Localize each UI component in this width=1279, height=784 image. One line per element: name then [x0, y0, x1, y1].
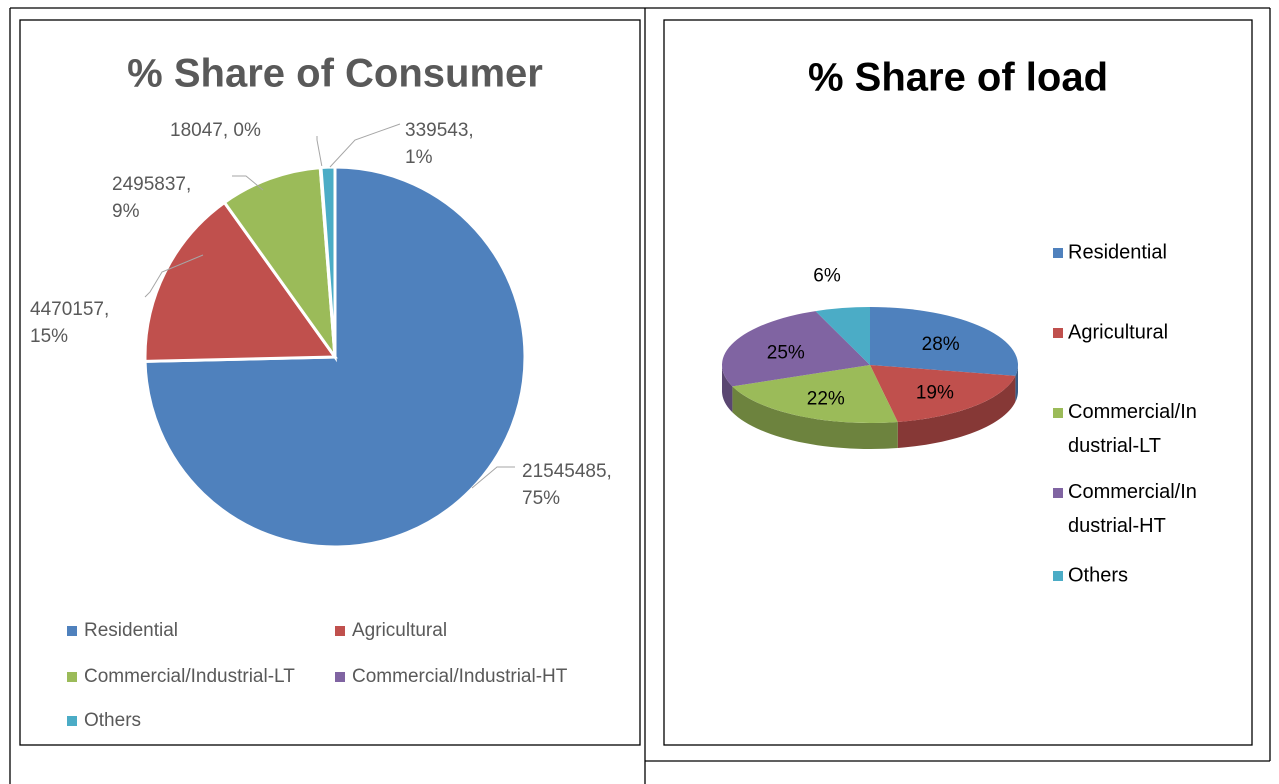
pie-slice	[870, 365, 1016, 422]
chart-box	[663, 19, 1253, 746]
pie-slice	[870, 307, 1019, 376]
leader-line	[316, 136, 323, 168]
legend-label: Commercial/Industrial-HT	[352, 666, 568, 687]
legend-label: Agricultural	[352, 620, 447, 641]
data-label: 19%	[916, 382, 954, 403]
chart-box	[19, 19, 641, 746]
leader-line	[329, 123, 401, 168]
leader-line	[471, 466, 515, 489]
legend-swatch	[1053, 248, 1063, 258]
pie-side	[722, 365, 733, 413]
legend-label: Others	[84, 710, 141, 731]
pie-slice	[722, 311, 870, 387]
legend-swatch	[67, 672, 77, 682]
data-label: 21545485, 75%	[522, 461, 612, 509]
legend-swatch	[1053, 408, 1063, 418]
pie-side	[1015, 365, 1018, 402]
legend-swatch	[67, 626, 77, 636]
pie-slice	[222, 165, 337, 363]
pie-side	[732, 386, 898, 449]
legend-label: Commercial/Industrial-LT	[84, 666, 295, 687]
legend-swatch	[67, 716, 77, 726]
pie-slice	[732, 365, 898, 424]
pie-slice	[815, 307, 870, 365]
leader-line	[144, 254, 204, 298]
legend-swatch	[335, 626, 345, 636]
legend-swatch	[1053, 328, 1063, 338]
legend-label: Residential	[84, 620, 178, 641]
chart-title: % Share of load	[808, 56, 1108, 100]
data-label: 18047, 0%	[170, 120, 261, 141]
legend-label: Residential	[1068, 241, 1167, 263]
pie-slice	[319, 165, 337, 358]
legend-swatch	[1053, 571, 1063, 581]
legend-swatch	[1053, 488, 1063, 498]
chart-title: % Share of Consumer	[127, 52, 543, 96]
pie-slice	[143, 200, 338, 363]
data-label: 2495837, 9%	[112, 174, 191, 222]
data-label: 22%	[807, 389, 845, 410]
data-label: 28%	[922, 334, 960, 355]
legend-label: Others	[1068, 564, 1128, 586]
pie-side	[897, 375, 1016, 448]
data-label: 4470157, 15%	[30, 299, 109, 347]
frame	[9, 7, 1271, 784]
leader-line	[232, 175, 264, 191]
legend-label: Agricultural	[1068, 321, 1168, 343]
data-label: 6%	[813, 266, 841, 287]
pie-sides	[722, 365, 1018, 449]
legend-swatch	[335, 672, 345, 682]
data-label: 339543, 1%	[405, 120, 474, 168]
data-label: 25%	[767, 343, 805, 364]
